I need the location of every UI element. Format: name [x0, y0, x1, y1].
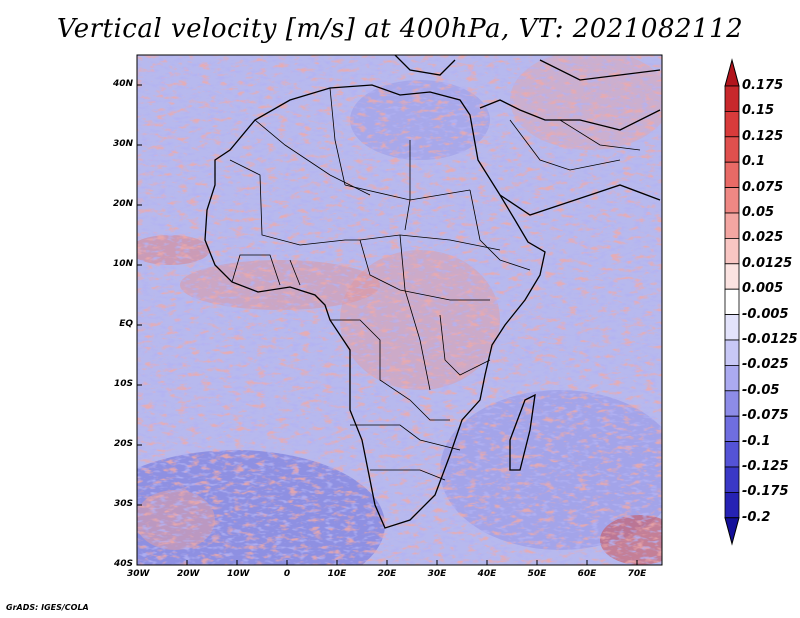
- lat-label: 20N: [112, 199, 133, 209]
- colorbar-segment: [724, 415, 740, 443]
- lon-label: 10E: [327, 569, 347, 579]
- colorbar: [724, 58, 740, 546]
- country-borders: [229, 87, 641, 481]
- lat-label: 40S: [113, 559, 133, 569]
- lon-label: 20W: [177, 569, 200, 579]
- colorbar-label: 0.15: [742, 103, 775, 119]
- colorbar-label: -0.05: [742, 382, 780, 398]
- footer-credit: GrADS: IGES/COLA: [6, 603, 89, 612]
- colorbar-max-arrow: [724, 58, 740, 87]
- axis-ticks: [136, 84, 638, 566]
- colorbar-label: -0.0125: [742, 332, 798, 347]
- colorbar-min-arrow: [724, 517, 740, 546]
- colorbar-label: -0.025: [742, 357, 789, 373]
- colorbar-label: -0.125: [742, 459, 789, 474]
- colorbar-label: -0.2: [742, 509, 771, 525]
- map-frame: [136, 54, 663, 566]
- colorbar-segment: [724, 339, 740, 366]
- coastlines: [204, 55, 661, 529]
- colorbar-label: -0.075: [742, 408, 789, 424]
- colorbar-segment: [724, 466, 740, 493]
- lon-label: 30E: [427, 569, 447, 579]
- colorbar-segment: [724, 364, 740, 392]
- colorbar-segment: [724, 441, 740, 468]
- lon-label: 10W: [227, 569, 250, 579]
- lon-label: 20E: [377, 569, 397, 579]
- colorbar-segment: [724, 111, 740, 138]
- colorbar-segment: [724, 263, 740, 290]
- colorbar-label: 0.05: [742, 205, 775, 220]
- colorbar-label: -0.175: [742, 484, 789, 500]
- colorbar-label: 0.125: [742, 128, 784, 144]
- colorbar-label: 0.005: [742, 281, 784, 297]
- lat-label: 10S: [113, 379, 133, 389]
- lat-label: 40N: [112, 79, 133, 89]
- colorbar-label: 0.025: [742, 230, 784, 246]
- lon-label: 50E: [527, 569, 547, 579]
- colorbar-label: 0.0125: [742, 255, 793, 271]
- colorbar-segment: [724, 491, 740, 519]
- lon-label: 40E: [477, 569, 497, 579]
- lon-label: 70E: [627, 569, 647, 579]
- lon-label: 0: [283, 569, 291, 579]
- lat-label: EQ: [119, 319, 133, 329]
- colorbar-segment: [724, 390, 740, 417]
- colorbar-segment: [724, 212, 740, 239]
- colorbar-label: 0.175: [742, 78, 784, 93]
- lat-label: 10N: [112, 259, 133, 269]
- lat-label: 30N: [112, 139, 133, 149]
- lat-label: 30S: [113, 499, 133, 509]
- colorbar-segment: [724, 161, 740, 188]
- lat-label: 20S: [113, 439, 133, 449]
- map-title: Vertical velocity [m/s] at 400hPa, VT: 2…: [56, 14, 744, 44]
- colorbar-segment: [724, 136, 740, 163]
- colorbar-segment: [724, 314, 740, 341]
- field-layer: [137, 55, 662, 565]
- colorbar-label: -0.1: [742, 433, 771, 449]
- lon-label: 60E: [577, 569, 597, 579]
- colorbar-label: -0.005: [742, 306, 789, 322]
- lon-label: 30W: [127, 569, 150, 579]
- colorbar-label: 0.075: [742, 179, 784, 195]
- colorbar-segment: [724, 85, 740, 112]
- colorbar-segment: [724, 237, 740, 265]
- colorbar-label: 0.1: [742, 154, 766, 170]
- colorbar-segment: [724, 187, 740, 214]
- colorbar-segment: [724, 288, 740, 316]
